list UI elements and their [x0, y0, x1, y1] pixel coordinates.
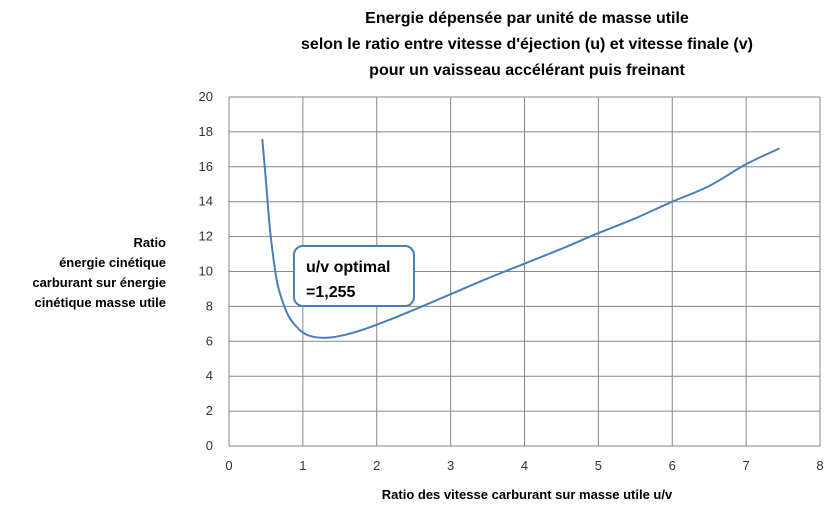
chart-title-line-1: Energie dépensée par unité de masse util…: [365, 10, 689, 27]
annotation-box: u/v optimal =1,255: [293, 245, 415, 307]
y-tick-label: 10: [199, 264, 213, 279]
y-axis-label-line-1: Ratio: [134, 235, 167, 250]
chart-title-line-3: pour un vaisseau accélérant puis freinan…: [369, 62, 685, 79]
y-tick-label: 14: [199, 194, 213, 209]
x-axis-label: Ratio des vitesse carburant sur masse ut…: [382, 487, 673, 502]
x-tick-label: 5: [595, 458, 602, 473]
y-tick-label: 20: [199, 89, 213, 104]
x-tick-label: 3: [447, 458, 454, 473]
y-tick-label: 2: [206, 403, 213, 418]
y-tick-label: 12: [199, 229, 213, 244]
y-tick-label: 16: [199, 159, 213, 174]
y-tick-label: 6: [206, 333, 213, 348]
x-tick-label: 4: [521, 458, 528, 473]
y-tick-label: 4: [206, 368, 213, 383]
x-tick-label: 6: [669, 458, 676, 473]
x-tick-label: 0: [225, 458, 232, 473]
y-axis-label-line-4: cinétique masse utile: [35, 295, 167, 310]
annotation-line-1: u/v optimal: [306, 259, 390, 276]
chart-title-line-2: selon le ratio entre vitesse d'éjection …: [301, 36, 753, 53]
annotation-line-2: =1,255: [306, 284, 355, 301]
y-tick-label: 18: [199, 124, 213, 139]
y-axis-label-line-2: énergie cinétique: [59, 255, 166, 270]
x-tick-label: 7: [743, 458, 750, 473]
y-axis-label-line-3: carburant sur énergie: [32, 275, 166, 290]
y-tick-label: 0: [206, 438, 213, 453]
annotation-border: [293, 245, 415, 307]
x-tick-label: 8: [816, 458, 823, 473]
series-line: [261, 138, 780, 339]
x-tick-labels: 0 1 2 3 4 5 6 7 8: [225, 458, 823, 473]
x-tick-label: 2: [373, 458, 380, 473]
y-tick-labels: 0 2 4 6 8 10 12 14 16 18 20: [199, 89, 213, 453]
y-axis-label: Ratio énergie cinétique carburant sur én…: [32, 235, 166, 310]
y-tick-label: 8: [206, 298, 213, 313]
x-tick-label: 1: [299, 458, 306, 473]
chart-title: Energie dépensée par unité de masse util…: [301, 10, 753, 79]
